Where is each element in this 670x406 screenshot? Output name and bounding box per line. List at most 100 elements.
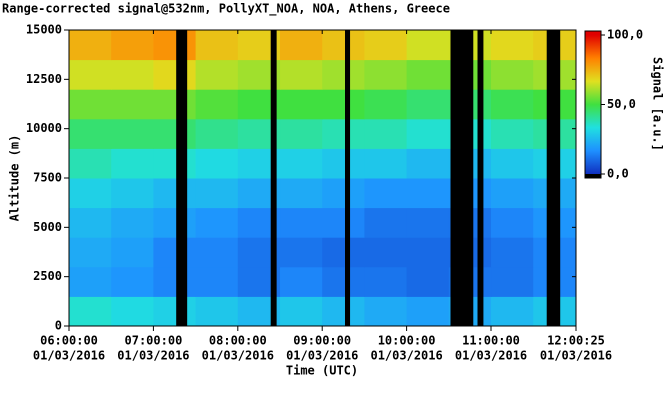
heatmap-cell bbox=[195, 30, 239, 61]
heatmap-cell bbox=[364, 118, 408, 149]
heatmap-cell bbox=[69, 148, 112, 179]
heatmap-cell bbox=[280, 148, 323, 179]
x-tick-date: 01/03/2016 bbox=[455, 349, 527, 363]
y-axis-label: Altitude (m) bbox=[8, 135, 22, 222]
heatmap-cell bbox=[491, 89, 534, 120]
heatmap-cell bbox=[195, 118, 239, 149]
heatmap-cell bbox=[364, 237, 408, 268]
heatmap-cell bbox=[491, 59, 534, 90]
chart-title: Range-corrected signal@532nm, PollyXT_NO… bbox=[2, 2, 450, 17]
heatmap-cell bbox=[280, 30, 323, 61]
heatmap-cell bbox=[111, 118, 154, 149]
heatmap-cell bbox=[69, 237, 112, 268]
heatmap-cell bbox=[406, 59, 450, 90]
heatmap-cell bbox=[69, 30, 112, 61]
heatmap-cell bbox=[406, 178, 450, 209]
colorbar bbox=[585, 35, 601, 174]
heatmap-cell bbox=[111, 89, 154, 120]
x-tick-date: 01/03/2016 bbox=[33, 349, 105, 363]
heatmap-cell bbox=[153, 296, 197, 327]
heatmap-cell bbox=[280, 237, 323, 268]
no-data-gap bbox=[344, 30, 351, 326]
heatmap-cell bbox=[111, 266, 154, 297]
heatmap-cell bbox=[153, 148, 197, 179]
heatmap-cell bbox=[111, 237, 154, 268]
heatmap-cell bbox=[153, 178, 197, 209]
heatmap-cell bbox=[322, 296, 365, 327]
heatmap-cell bbox=[195, 207, 239, 238]
heatmap-cell bbox=[111, 296, 154, 327]
heatmap-cell bbox=[195, 148, 239, 179]
heatmap-cell bbox=[280, 89, 323, 120]
colorbar-tick-label: 50,0 bbox=[607, 97, 636, 111]
heatmap-cell bbox=[364, 266, 408, 297]
heatmap-cell bbox=[322, 237, 365, 268]
heatmap-cell bbox=[153, 89, 197, 120]
heatmap-cell bbox=[364, 296, 408, 327]
colorbar-top bbox=[585, 31, 601, 35]
colorbar-tick-label: 100,0 bbox=[607, 28, 643, 42]
heatmap-cell bbox=[111, 59, 154, 90]
x-tick-date: 01/03/2016 bbox=[540, 349, 612, 363]
y-tick-label: 5000 bbox=[33, 220, 62, 234]
heatmap-cell bbox=[491, 237, 534, 268]
x-tick-label: 07:00:00 bbox=[125, 334, 183, 348]
heatmap-cell bbox=[111, 207, 154, 238]
plot-area bbox=[69, 30, 577, 327]
heatmap-cell bbox=[153, 266, 197, 297]
heatmap-cell bbox=[406, 89, 450, 120]
heatmap-cell bbox=[69, 296, 112, 327]
x-tick-label: 08:00:00 bbox=[209, 334, 267, 348]
heatmap-cell bbox=[406, 30, 450, 61]
heatmap-cell bbox=[280, 178, 323, 209]
colorbar-label: Signal [a.u.] bbox=[651, 57, 665, 151]
x-tick-label: 10:00:00 bbox=[378, 334, 436, 348]
no-data-gap bbox=[176, 30, 188, 326]
colorbar-underflow bbox=[585, 174, 601, 178]
no-data-gap bbox=[546, 30, 561, 326]
x-tick-label: 12:00:25 bbox=[547, 334, 605, 348]
no-data-gap bbox=[450, 30, 474, 326]
heatmap-cell bbox=[153, 118, 197, 149]
heatmap-cell bbox=[153, 30, 197, 61]
y-tick-label: 0 bbox=[55, 319, 62, 333]
heatmap-cell bbox=[322, 148, 365, 179]
x-tick-date: 01/03/2016 bbox=[370, 349, 442, 363]
heatmap-cell bbox=[322, 89, 365, 120]
heatmap-cell bbox=[111, 178, 154, 209]
heatmap-cell bbox=[111, 148, 154, 179]
heatmap-cell bbox=[322, 59, 365, 90]
heatmap-cell bbox=[280, 118, 323, 149]
heatmap-cell bbox=[153, 59, 197, 90]
heatmap-cell bbox=[406, 207, 450, 238]
heatmap-cell bbox=[364, 178, 408, 209]
heatmap-cell bbox=[406, 296, 450, 327]
heatmap-cell bbox=[491, 178, 534, 209]
x-tick-date: 01/03/2016 bbox=[202, 349, 274, 363]
heatmap-cell bbox=[280, 59, 323, 90]
heatmap-cell bbox=[491, 266, 534, 297]
heatmap-cell bbox=[364, 207, 408, 238]
y-tick-label: 7500 bbox=[33, 171, 62, 185]
heatmap-cell bbox=[406, 266, 450, 297]
heatmap-cell bbox=[364, 89, 408, 120]
y-tick-label: 15000 bbox=[26, 23, 62, 37]
heatmap-cell bbox=[69, 266, 112, 297]
heatmap-cell bbox=[322, 266, 365, 297]
y-tick-label: 10000 bbox=[26, 121, 62, 135]
heatmap-cell bbox=[280, 207, 323, 238]
heatmap-cell bbox=[406, 237, 450, 268]
heatmap-cell bbox=[69, 178, 112, 209]
x-tick-label: 06:00:00 bbox=[40, 334, 98, 348]
heatmap-cell bbox=[195, 266, 239, 297]
heatmap-cell bbox=[111, 30, 154, 61]
heatmap-cell bbox=[406, 148, 450, 179]
heatmap-cell bbox=[195, 178, 239, 209]
x-axis-label: Time (UTC) bbox=[286, 364, 358, 378]
heatmap-cell bbox=[322, 207, 365, 238]
heatmap-cell bbox=[364, 30, 408, 61]
heatmap-cell bbox=[69, 118, 112, 149]
heatmap-cell bbox=[153, 237, 197, 268]
heatmap-cell bbox=[491, 118, 534, 149]
